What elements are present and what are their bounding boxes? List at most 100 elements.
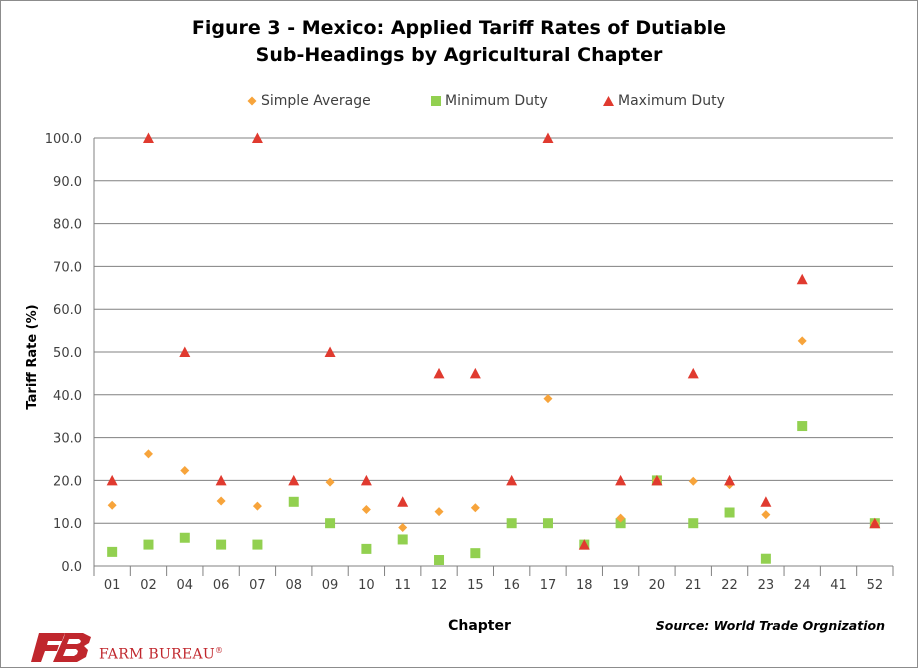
y-tick-label-100.0: 100.0 [45,132,82,147]
maximum-duty-point-52 [869,517,881,529]
minimum-duty-point-16 [506,518,517,529]
minimum-duty-point-19 [615,518,626,529]
maximum-duty-point-06 [215,474,227,486]
simple-average-point-21 [688,476,698,486]
minimum-duty-point-10 [361,543,372,554]
simple-average-point-01 [107,500,117,510]
maximum-duty-point-20 [651,474,663,486]
farm-bureau-logo-text: FARM BUREAU® [99,646,223,663]
maximum-duty-point-22 [724,474,736,486]
square-marker-icon [431,96,441,106]
x-tick-label-11: 11 [394,578,411,593]
minimum-duty-point-09 [325,518,336,529]
simple-average-point-02 [143,449,153,459]
x-tick-label-23: 23 [758,578,775,593]
simple-average-point-10 [361,505,371,515]
y-tick-label-90.0: 90.0 [53,175,82,190]
maximum-duty-point-21 [687,367,699,379]
maximum-duty-point-07 [251,132,263,143]
chart-title-line-2: Sub-Headings by Agricultural Chapter [255,44,663,66]
simple-average-point-23 [761,510,771,520]
x-tick-label-24: 24 [794,578,811,593]
simple-average-point-04 [180,466,190,476]
legend-label-minimum-duty: Minimum Duty [445,93,548,109]
maximum-duty-point-18 [578,539,590,550]
y-tick-label-0.0: 0.0 [61,560,82,575]
maximum-duty-point-16 [506,474,518,486]
legend-item-maximum-duty: Maximum Duty [603,93,725,109]
simple-average-point-15 [470,503,480,513]
simple-average-point-12 [434,507,444,517]
x-tick-label-18: 18 [576,578,593,593]
y-tick-label-20.0: 20.0 [53,474,82,489]
x-tick-label-41: 41 [830,578,847,593]
registered-mark: ® [215,646,224,656]
maximum-duty-point-01 [106,474,118,486]
minimum-duty-point-23 [760,553,771,564]
y-tick-label-60.0: 60.0 [53,303,82,318]
minimum-duty-point-24 [797,421,808,432]
minimum-duty-point-21 [688,518,699,529]
x-tick-label-10: 10 [358,578,375,593]
y-tick-label-80.0: 80.0 [53,218,82,233]
minimum-duty-point-06 [216,539,227,550]
minimum-duty-point-17 [542,518,553,529]
chart-legend: Simple Average Minimum Duty Maximum Duty [1,93,917,115]
maximum-duty-point-23 [760,496,772,507]
legend-label-simple-average: Simple Average [261,93,371,109]
minimum-duty-point-22 [724,507,735,518]
x-tick-label-07: 07 [249,578,266,593]
maximum-duty-point-08 [288,474,300,486]
x-axis-title: Chapter [448,618,511,634]
x-tick-label-20: 20 [649,578,666,593]
simple-average-point-09 [325,477,335,487]
minimum-duty-point-12 [434,555,445,566]
y-tick-label-70.0: 70.0 [53,260,82,275]
minimum-duty-point-07 [252,539,263,550]
minimum-duty-point-01 [107,546,118,557]
legend-label-maximum-duty: Maximum Duty [618,93,725,109]
x-tick-label-02: 02 [140,578,157,593]
maximum-duty-point-04 [179,346,191,357]
x-tick-label-01: 01 [104,578,121,593]
legend-item-simple-average: Simple Average [247,93,371,109]
y-tick-label-30.0: 30.0 [53,432,82,447]
chart-title: Figure 3 - Mexico: Applied Tariff Rates … [1,15,917,69]
simple-average-point-06 [216,496,226,506]
maximum-duty-point-17 [542,132,554,143]
x-tick-label-21: 21 [685,578,702,593]
x-tick-label-12: 12 [431,578,448,593]
x-tick-label-52: 52 [867,578,884,593]
x-tick-label-22: 22 [721,578,738,593]
x-tick-label-04: 04 [177,578,194,593]
diamond-marker-icon [247,96,257,106]
y-tick-label-40.0: 40.0 [53,389,82,404]
triangle-marker-icon [603,96,614,106]
y-tick-label-50.0: 50.0 [53,346,82,361]
maximum-duty-point-09 [324,346,336,357]
maximum-duty-point-10 [360,474,372,486]
maximum-duty-point-02 [142,132,154,143]
simple-average-point-17 [543,394,553,404]
minimum-duty-point-08 [288,496,299,507]
minimum-duty-point-11 [397,534,408,545]
chart-title-line-1: Figure 3 - Mexico: Applied Tariff Rates … [191,17,727,39]
x-tick-label-06: 06 [213,578,230,593]
x-tick-label-15: 15 [467,578,484,593]
simple-average-point-07 [252,501,262,511]
x-tick-label-19: 19 [612,578,629,593]
y-tick-label-10.0: 10.0 [53,517,82,532]
minimum-duty-point-02 [143,539,154,550]
x-tick-label-08: 08 [285,578,302,593]
x-tick-label-17: 17 [540,578,557,593]
farm-bureau-logo-icon [31,633,91,662]
maximum-duty-point-12 [433,367,445,379]
maximum-duty-point-15 [469,367,481,379]
logo-name: FARM BUREAU [99,647,215,663]
maximum-duty-point-11 [397,496,409,507]
legend-item-minimum-duty: Minimum Duty [431,93,548,109]
x-tick-label-16: 16 [503,578,520,593]
simple-average-point-24 [797,336,807,346]
